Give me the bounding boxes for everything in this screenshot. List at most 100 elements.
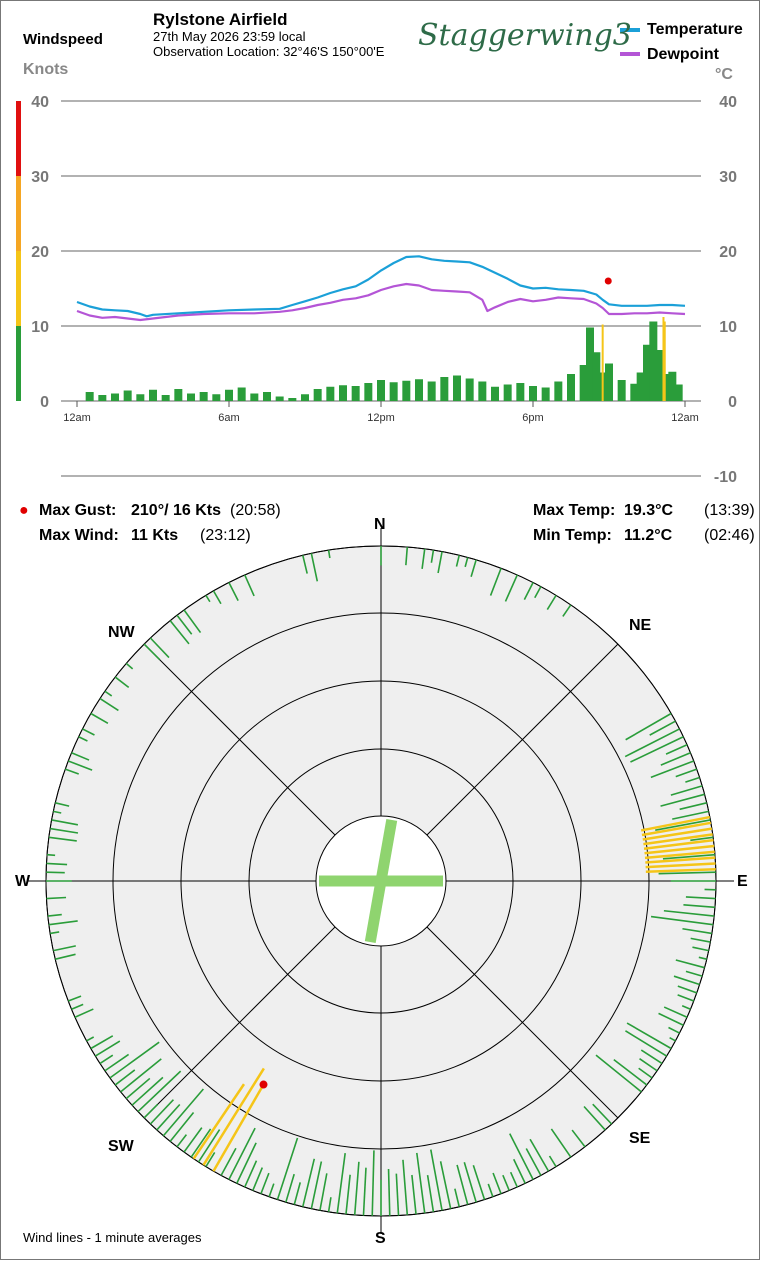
max-wind-value: 11 Kts (131, 527, 178, 545)
left-tick-label: 20 (31, 244, 49, 261)
wind-bar (250, 394, 258, 402)
wind-bar (301, 394, 309, 401)
wind-bar (174, 389, 182, 401)
celsius-unit-label: °C (715, 66, 733, 84)
gust-bar (602, 325, 604, 402)
observation-location: Observation Location: 32°46'S 150°00'E (153, 44, 384, 59)
temperature-line (77, 256, 685, 316)
wind-bar (402, 381, 410, 401)
wind-bar (605, 364, 613, 402)
compass-label-se: SE (629, 1130, 650, 1148)
x-tick-label: 12am (63, 412, 91, 424)
wind-bar (618, 380, 626, 401)
brand-logo: Staggerwing3 (418, 18, 632, 53)
wind-bar (516, 383, 524, 401)
left-tick-label: 40 (31, 94, 49, 111)
wind-bar (263, 392, 271, 401)
rose-max-gust-point (260, 1081, 268, 1089)
wind-bar (529, 386, 537, 401)
wind-line (46, 863, 67, 864)
max-temp-time: (13:39) (704, 502, 755, 520)
scale-segment (16, 326, 21, 401)
right-tick-label: 0 (728, 394, 737, 411)
scale-segment (16, 176, 21, 251)
wind-bar (136, 394, 144, 401)
wind-bar (212, 394, 220, 401)
min-temp-label: Min Temp: (533, 527, 612, 545)
compass-label-e: E (737, 873, 748, 891)
max-wind-label: Max Wind: (39, 527, 119, 545)
compass-label-n: N (374, 516, 386, 534)
wind-bar (428, 382, 436, 402)
compass-label-w: W (15, 873, 30, 891)
wind-bar (326, 387, 334, 401)
wind-bar (200, 392, 208, 401)
wind-bar (314, 389, 322, 401)
windspeed-label: Windspeed (23, 31, 103, 48)
wind-scale-bar (16, 101, 21, 401)
left-tick-label: 10 (31, 319, 49, 336)
scale-segment (16, 101, 21, 176)
wind-line (46, 898, 66, 899)
wind-bar (453, 376, 461, 402)
time-series-chart: 40 30 20 10 0 -10 40 30 20 10 0 12am 6am 12pm 6pm 12am (31, 30, 737, 486)
x-tick-label: 12pm (367, 412, 395, 424)
wind-line (47, 855, 55, 856)
x-tick-label: 12am (671, 412, 699, 424)
wind-bar (225, 390, 233, 401)
compass-label-nw: NW (108, 624, 135, 642)
compass-label-ne: NE (629, 617, 651, 635)
wind-bar (478, 382, 486, 402)
footer-note: Wind lines - 1 minute averages (23, 1230, 201, 1245)
compass-label-sw: SW (108, 1138, 134, 1156)
right-tick-label: 20 (719, 244, 737, 261)
right-tick-label: -10 (714, 469, 737, 486)
wind-bar (415, 379, 423, 401)
wind-bar (491, 387, 499, 401)
wind-bar (149, 390, 157, 401)
wind-bar (364, 383, 372, 401)
wind-bar (187, 394, 195, 402)
wind-bar (390, 382, 398, 401)
scale-segment (16, 251, 21, 326)
wind-bar (98, 395, 106, 401)
right-tick-label: 30 (719, 169, 737, 186)
knots-label: Knots (23, 61, 68, 79)
max-temp-value: 19.3°C (624, 502, 673, 520)
wind-bar (554, 382, 562, 402)
right-tick-label: 40 (719, 94, 737, 111)
legend-temperature-label: Temperature (647, 21, 743, 39)
compass-label-s: S (375, 1230, 386, 1248)
wind-bar (124, 391, 132, 402)
wind-bar (440, 377, 448, 401)
max-gust-marker-icon: ● (19, 502, 29, 520)
max-gust-time: (20:58) (230, 502, 281, 520)
station-name: Rylstone Airfield (153, 10, 287, 30)
wind-bar (675, 385, 683, 402)
right-tick-label: 10 (719, 319, 737, 336)
wind-bars (86, 317, 683, 401)
gust-bar (664, 322, 666, 402)
wind-bar (86, 392, 94, 401)
wind-bar (162, 395, 170, 401)
wind-bar (504, 385, 512, 402)
left-tick-label: 0 (40, 394, 49, 411)
x-tick-label: 6pm (522, 412, 543, 424)
legend-dewpoint-label: Dewpoint (647, 46, 719, 64)
wind-bar (352, 386, 360, 401)
wind-bar (466, 379, 474, 402)
wind-bar (238, 388, 246, 402)
wind-bar (377, 380, 385, 401)
wind-bar (339, 385, 347, 401)
max-gust-value: 210°/ 16 Kts (131, 502, 221, 520)
x-tick-label: 6am (218, 412, 239, 424)
min-temp-value: 11.2°C (624, 527, 672, 545)
wind-bar (111, 394, 119, 402)
max-gust-label: Max Gust: (39, 502, 116, 520)
left-tick-label: 30 (31, 169, 49, 186)
wind-bar (288, 398, 296, 401)
datetime: 27th May 2026 23:59 local (153, 29, 306, 44)
wind-bar (276, 397, 284, 402)
max-wind-time: (23:12) (200, 527, 251, 545)
